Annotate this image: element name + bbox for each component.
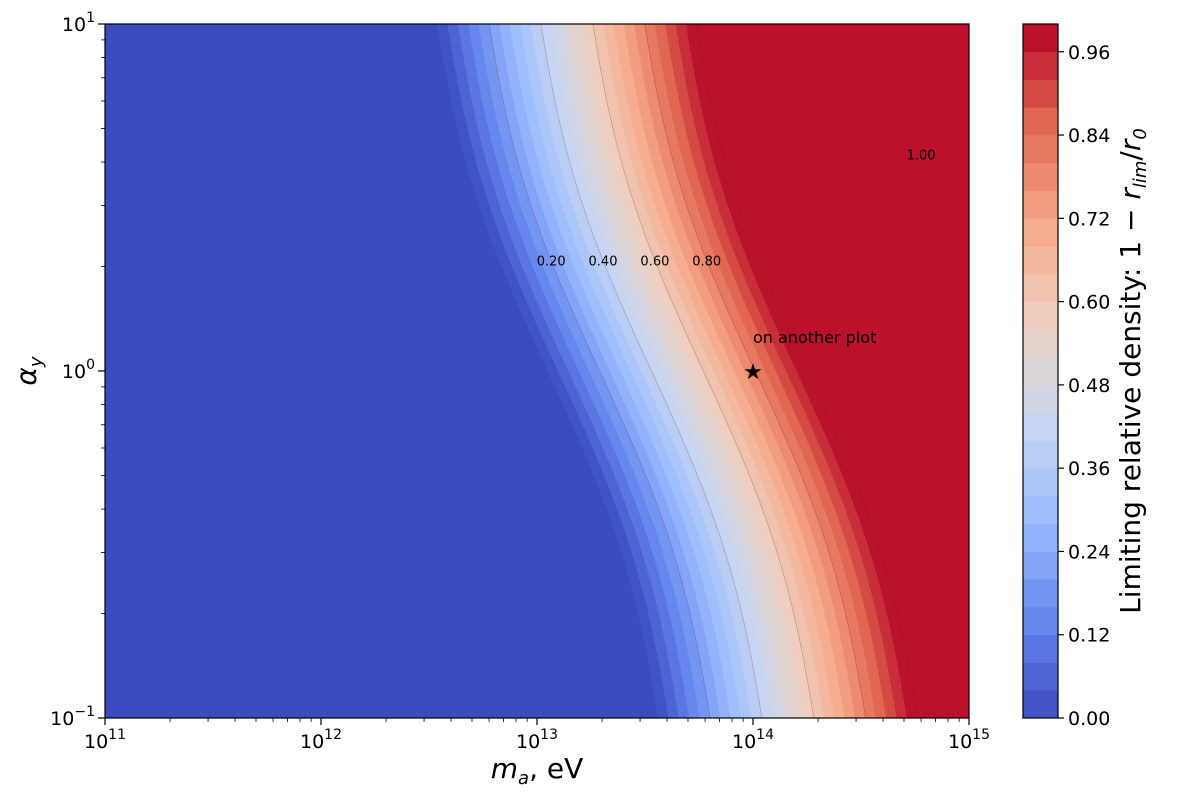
colorbar-band xyxy=(1023,24,1058,53)
x-tick-label: 1012 xyxy=(300,727,342,753)
colorbar-band xyxy=(1023,107,1058,136)
colorbar-band xyxy=(1023,690,1058,719)
y-axis-label-symbol: α xyxy=(10,367,43,386)
colorbar-band xyxy=(1023,634,1058,663)
contour-line xyxy=(540,24,763,718)
colorbar-label-symbol: r xyxy=(1114,187,1147,200)
colorbar-band xyxy=(1023,495,1058,525)
x-axis-label: ma, eV xyxy=(491,752,584,789)
colorbar-label-prefix: Limiting relative density: 1 − xyxy=(1114,200,1147,614)
colorbar-tick-label: 0.84 xyxy=(1068,125,1110,147)
colorbar-band xyxy=(1023,273,1058,302)
x-tick-label: 1011 xyxy=(84,727,126,753)
y-tick-label: 101 xyxy=(62,10,95,36)
contour-bands xyxy=(437,24,969,718)
colorbar-tick-label: 0.00 xyxy=(1068,708,1110,730)
colorbar-label-symbol-2: r xyxy=(1114,138,1147,151)
colorbar-band xyxy=(1023,162,1058,191)
colorbar-band xyxy=(1023,329,1058,358)
colorbar-label-divider: / xyxy=(1114,151,1147,161)
colorbar-band xyxy=(1023,384,1058,414)
colorbar-band xyxy=(1023,218,1058,247)
colorbar-band xyxy=(1023,440,1058,469)
colorbar-band xyxy=(1023,190,1058,219)
y-axis-label-subscript: y xyxy=(26,356,47,368)
y-tick-label: 100 xyxy=(62,357,95,383)
colorbar-band xyxy=(1023,523,1058,552)
x-tick-label: 1013 xyxy=(516,727,558,753)
x-axis: 1011 1012 1013 1014 1015 xyxy=(84,718,990,753)
x-tick-label: 1015 xyxy=(948,727,990,753)
contour-label: 0.40 xyxy=(589,255,618,270)
colorbar: 0.00 0.12 0.24 0.36 0.48 0.60 0.72 0.84 0.96 Lim… xyxy=(1022,23,1151,730)
colorbar-band xyxy=(1023,135,1058,164)
colorbar-tick-label: 0.48 xyxy=(1068,375,1110,397)
x-tick-label: 1014 xyxy=(732,727,774,753)
colorbar-tick-label: 0.72 xyxy=(1068,208,1110,230)
colorbar-label: Limiting relative density: 1 − rlim/r0 xyxy=(1114,128,1151,614)
plot-area: 0.20 0.40 0.60 0.80 1.00 xyxy=(104,23,970,719)
contour-label: 0.20 xyxy=(537,255,566,270)
contour-lines xyxy=(488,24,918,718)
colorbar-band xyxy=(1023,51,1058,80)
colorbar-band xyxy=(1023,606,1058,636)
colorbar-band xyxy=(1023,357,1058,386)
y-axis-label: αy xyxy=(10,356,47,385)
x-axis-label-unit: , eV xyxy=(529,752,583,785)
star-icon: ★ xyxy=(743,360,763,385)
contour-labels: 0.20 0.40 0.60 0.80 1.00 xyxy=(537,149,936,270)
colorbar-band xyxy=(1023,579,1058,608)
colorbar-band xyxy=(1023,662,1058,691)
contour-line xyxy=(696,24,918,718)
contour-label: 1.00 xyxy=(907,149,936,164)
x-axis-label-subscript: a xyxy=(518,768,529,789)
contour-label: 0.60 xyxy=(640,255,669,270)
colorbar-band xyxy=(1023,246,1058,275)
colorbar-frame xyxy=(1022,23,1059,719)
x-axis-label-symbol: m xyxy=(491,752,518,785)
colorbar-tick-label: 0.12 xyxy=(1068,625,1110,647)
colorbar-band xyxy=(1023,412,1058,441)
colorbar-band xyxy=(1023,551,1058,580)
colorbar-label-subscript: lim xyxy=(1130,161,1151,189)
colorbar-band xyxy=(1023,79,1058,108)
y-axis: 10−1 100 101 xyxy=(50,10,105,730)
colorbar-band xyxy=(1023,468,1058,497)
colorbar-label-subscript-2: 0 xyxy=(1130,128,1151,139)
reference-marker: ★ on another plot xyxy=(743,328,876,385)
y-tick-label: 10−1 xyxy=(50,704,95,730)
colorbar-tick-label: 0.96 xyxy=(1068,42,1110,64)
colorbar-band xyxy=(1023,301,1058,330)
contour-line xyxy=(644,24,866,718)
contour-label: 0.80 xyxy=(692,255,721,270)
colorbar-tick-label: 0.36 xyxy=(1068,458,1110,480)
contour-band xyxy=(685,24,969,718)
contour-line xyxy=(488,24,711,718)
contour-line xyxy=(592,24,815,718)
colorbar-bands xyxy=(1023,24,1058,719)
colorbar-ticks: 0.00 0.12 0.24 0.36 0.48 0.60 0.72 0.84 0.96 xyxy=(1058,42,1110,730)
colorbar-tick-label: 0.60 xyxy=(1068,292,1110,314)
marker-annotation: on another plot xyxy=(753,328,876,347)
colorbar-tick-label: 0.24 xyxy=(1068,541,1110,563)
